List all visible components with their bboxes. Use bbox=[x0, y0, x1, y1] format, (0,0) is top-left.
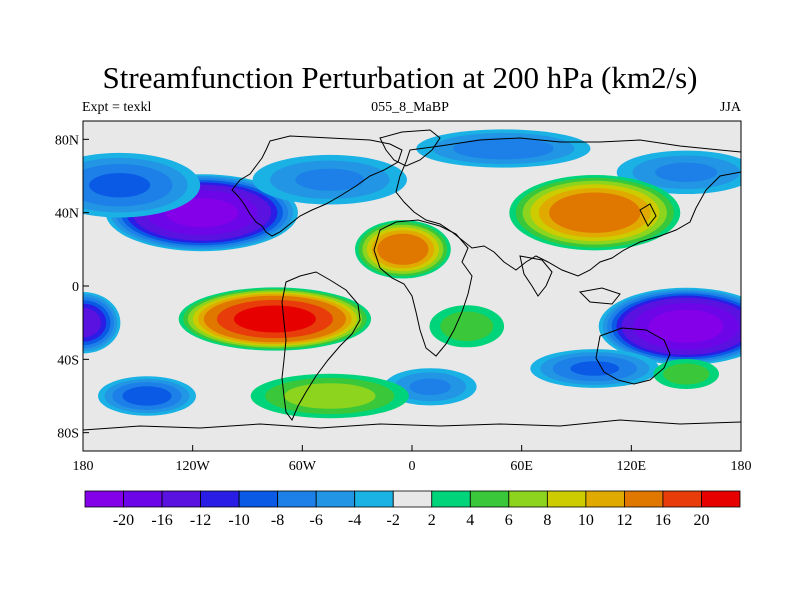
coastline-eurasia bbox=[395, 137, 741, 277]
colorbar-swatch bbox=[392, 490, 433, 508]
colorbar-swatch bbox=[662, 490, 702, 508]
colorbar-swatch bbox=[315, 490, 356, 508]
colorbar-label: -12 bbox=[190, 512, 211, 529]
coastline-south-america bbox=[281, 271, 361, 421]
coastline-australia bbox=[595, 327, 671, 385]
colorbar-label: -6 bbox=[310, 512, 323, 529]
colorbar-swatch bbox=[238, 490, 279, 508]
colorbar-label: 12 bbox=[616, 512, 632, 529]
colorbar-label: -10 bbox=[228, 512, 249, 529]
colorbar-swatch bbox=[161, 490, 201, 508]
colorbar-label: -16 bbox=[151, 512, 172, 529]
x-tick-label: 120E bbox=[617, 459, 647, 474]
season-label: JJA bbox=[719, 100, 741, 115]
x-tick-label: 60W bbox=[289, 459, 317, 474]
colorbar-label: -2 bbox=[387, 512, 400, 529]
colorbar-label: -8 bbox=[271, 512, 284, 529]
colorbar-label: 10 bbox=[578, 512, 594, 529]
experiment-label: Expt = texkl bbox=[82, 100, 152, 115]
colorbar-label: 16 bbox=[655, 512, 671, 529]
anomaly-band-0-20 bbox=[165, 198, 239, 228]
coastline-japan bbox=[639, 203, 657, 227]
x-tick-label: 180 bbox=[731, 459, 752, 474]
colorbar-label: -4 bbox=[348, 512, 361, 529]
x-tick-label: 120W bbox=[176, 459, 211, 474]
anomaly-band-4-6 bbox=[655, 162, 718, 182]
y-tick-label: 40S bbox=[57, 353, 79, 368]
anomaly-band-1-8 bbox=[89, 173, 151, 198]
y-tick-label: 40N bbox=[55, 207, 79, 222]
anomaly-layer bbox=[83, 129, 741, 419]
colorbar-swatch bbox=[508, 490, 548, 508]
colorbar-label: 6 bbox=[505, 512, 513, 529]
colorbar-swatch bbox=[624, 490, 664, 508]
y-tick-label: 80S bbox=[57, 427, 79, 442]
coastline-india bbox=[519, 255, 553, 297]
coastline-greenland bbox=[379, 129, 441, 167]
anomaly-band-7-8 bbox=[570, 361, 620, 376]
x-tick-label: 180 bbox=[73, 459, 94, 474]
x-tick-label: 0 bbox=[409, 459, 416, 474]
contour-fill-group bbox=[83, 121, 741, 451]
x-tick-label: 60E bbox=[510, 459, 533, 474]
x-axis: 180 120W 60W 0 60E 120E 180 bbox=[73, 445, 752, 474]
colorbar-swatch bbox=[200, 490, 240, 508]
y-tick-label: 80N bbox=[55, 133, 79, 148]
anomaly-band-3-6 bbox=[453, 137, 554, 160]
colorbar-swatch bbox=[585, 490, 625, 508]
y-axis: 80N 40N 0 40S 80S bbox=[55, 133, 89, 442]
colorbar-swatch bbox=[123, 490, 163, 508]
colorbar-label: 2 bbox=[428, 512, 436, 529]
coastline-north-america bbox=[231, 135, 403, 237]
colorbar-swatch bbox=[84, 490, 124, 508]
anomaly-band-10-20 bbox=[233, 305, 316, 333]
colorbar-swatch bbox=[546, 490, 587, 508]
colorbar-swatch bbox=[354, 490, 394, 508]
anomaly-band-15-4 bbox=[440, 311, 494, 342]
coastline-maritime bbox=[578, 287, 621, 305]
colorbar: -20 -16 -12 -10 -8 -6 -4 -2 2 4 6 8 10 12 16 20 bbox=[84, 490, 741, 529]
colorbar-label: 20 bbox=[694, 512, 710, 529]
anomaly-band-14-4 bbox=[663, 363, 710, 385]
case-label: 055_8_MaBP bbox=[371, 100, 449, 115]
colorbar-swatch bbox=[469, 490, 510, 508]
anomaly-band-8-8 bbox=[122, 386, 172, 406]
colorbar-swatch bbox=[701, 490, 741, 508]
anomaly-band-13-6 bbox=[284, 383, 376, 409]
anomaly-band-2-6 bbox=[295, 168, 365, 191]
colorbar-swatch bbox=[277, 490, 317, 508]
anomaly-band-11-12 bbox=[377, 233, 429, 265]
colorbar-label: -20 bbox=[113, 512, 134, 529]
y-tick-label: 0 bbox=[72, 280, 79, 295]
colorbar-label: 8 bbox=[543, 512, 551, 529]
coastline-layer bbox=[83, 129, 741, 431]
anomaly-band-12-12 bbox=[549, 192, 641, 233]
plot-title: Streamfunction Perturbation at 200 hPa (… bbox=[102, 60, 698, 95]
coastline-antarctica bbox=[83, 419, 741, 431]
anomaly-band-9-6 bbox=[409, 378, 451, 396]
anomaly-band-5-12 bbox=[83, 307, 101, 338]
anomaly-band-6-20 bbox=[648, 309, 724, 343]
coastline-africa bbox=[373, 219, 473, 357]
colorbar-swatch bbox=[431, 490, 471, 508]
colorbar-label: 4 bbox=[466, 512, 474, 529]
